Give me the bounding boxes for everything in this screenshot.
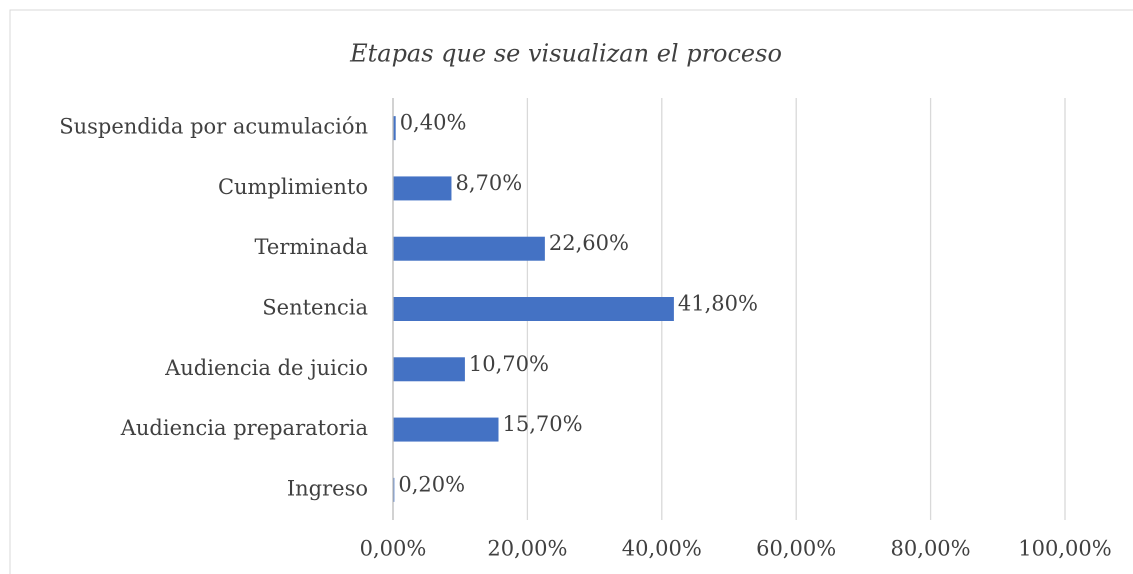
chart-border — [9, 9, 1133, 574]
value-label: 10,70% — [469, 352, 549, 376]
y-tick-label: Terminada — [255, 235, 368, 259]
y-tick-label: Cumplimiento — [218, 175, 368, 199]
value-label: 8,70% — [455, 171, 522, 195]
x-tick-label: 100,00% — [1018, 537, 1111, 561]
bar — [393, 357, 465, 382]
x-tick-label: 0,00% — [360, 537, 427, 561]
bar — [393, 477, 395, 502]
y-tick-label: Sentencia — [262, 296, 368, 320]
bar — [393, 116, 396, 141]
chart-title: Etapas que se visualizan el proceso — [349, 40, 782, 68]
value-label: 15,70% — [503, 412, 583, 436]
value-label: 41,80% — [678, 292, 758, 316]
bar — [393, 417, 499, 442]
x-tick-label: 80,00% — [891, 537, 971, 561]
value-label: 0,20% — [398, 472, 465, 496]
y-tick-label: Audiencia de juicio — [164, 356, 368, 380]
value-label: 0,40% — [400, 111, 467, 135]
y-tick-label: Suspendida por acumulación — [59, 115, 368, 139]
y-tick-label: Audiencia preparatoria — [120, 416, 368, 440]
y-tick-label: Ingreso — [287, 476, 368, 500]
value-label: 22,60% — [549, 231, 629, 255]
x-tick-label: 60,00% — [756, 537, 836, 561]
bar — [393, 176, 452, 201]
bar — [393, 297, 674, 321]
x-tick-label: 20,00% — [487, 537, 567, 561]
bar — [393, 236, 545, 261]
x-tick-label: 40,00% — [622, 537, 702, 561]
